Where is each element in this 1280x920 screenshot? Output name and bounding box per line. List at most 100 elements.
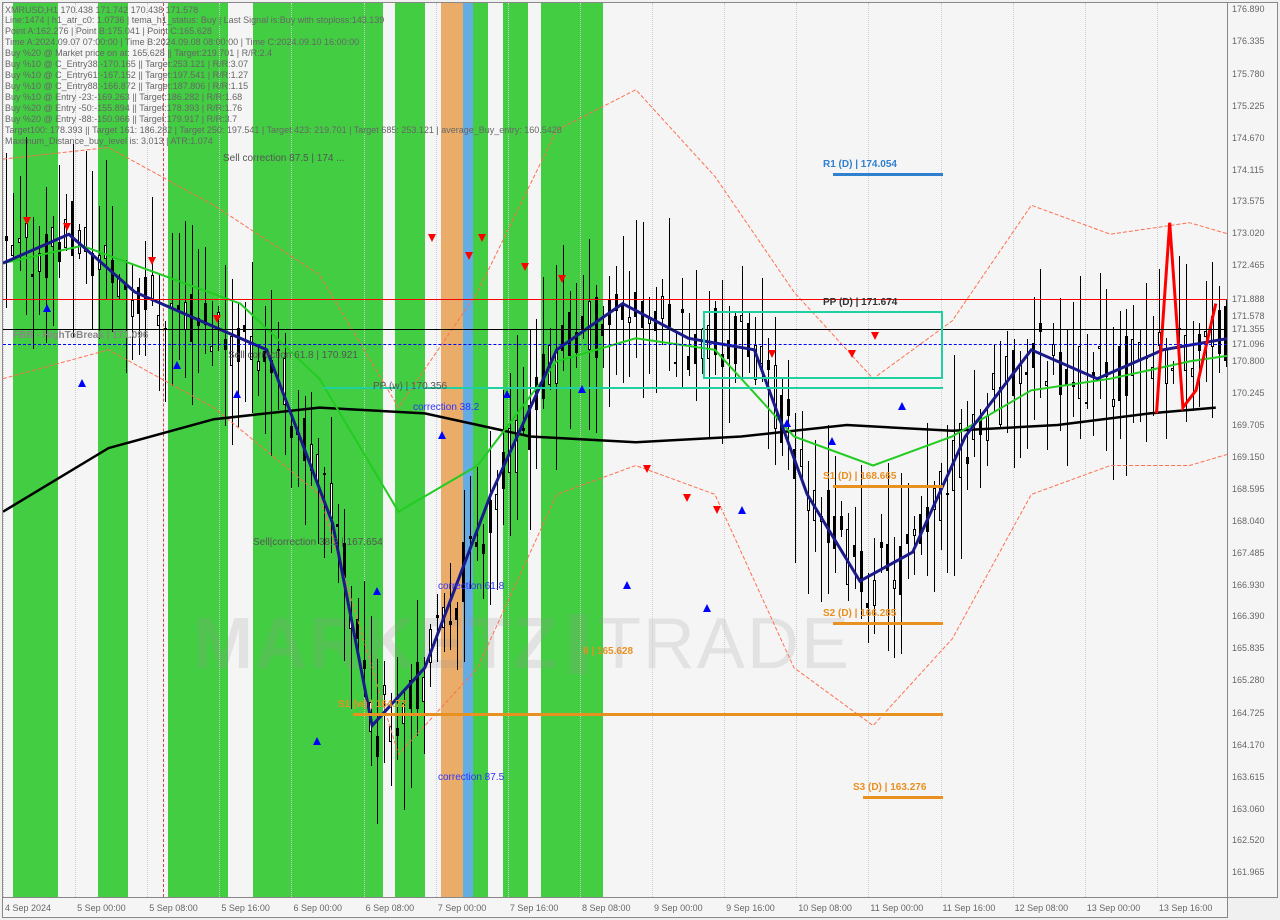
candle-body	[409, 680, 412, 709]
candle-body	[442, 607, 445, 628]
y-tick: 169.150	[1232, 452, 1265, 462]
candle-body	[575, 332, 578, 353]
green-band	[541, 3, 603, 897]
arrow-up-icon	[703, 604, 711, 612]
arrow-up-icon	[313, 737, 321, 745]
candle-wick	[1093, 352, 1094, 437]
gridline-v	[796, 3, 797, 897]
x-tick: 5 Sep 00:00	[77, 903, 126, 913]
x-tick: 6 Sep 00:00	[293, 903, 342, 913]
y-tick: 171.096	[1232, 339, 1265, 349]
candle-body	[621, 305, 624, 320]
annotation-text: correction 61.8	[438, 581, 504, 592]
candle-body	[489, 500, 492, 533]
candle-body	[939, 471, 942, 522]
candle-body	[18, 238, 21, 243]
candle-body	[25, 223, 28, 237]
candle-wick	[676, 331, 677, 377]
x-tick: 7 Sep 00:00	[438, 903, 487, 913]
candle-wick	[179, 233, 180, 360]
info-overlay-line: Time A:2024.09.07 07:00:00 | Time B:2024…	[5, 37, 359, 47]
candle-body	[330, 483, 333, 519]
arrow-down-icon	[848, 350, 856, 358]
candle-body	[840, 516, 843, 530]
candle-wick	[649, 297, 650, 374]
candle-wick	[861, 465, 862, 619]
candle-body	[1032, 343, 1035, 368]
candle-body	[681, 309, 684, 313]
watermark-left: MARKETZ	[193, 603, 559, 685]
candle-body	[648, 317, 651, 324]
gridline-v	[580, 3, 581, 897]
info-overlay-line: Target100: 178.393 || Target 161: 186.28…	[5, 125, 562, 135]
candle-wick	[656, 287, 657, 393]
candle-body	[1224, 306, 1227, 361]
candle-body	[1045, 381, 1048, 386]
arrow-up-icon	[623, 581, 631, 589]
chart-container: MARKETZ TRADE XMRUSD,H1 170.438 171.742 …	[0, 0, 1280, 920]
candle-body	[906, 534, 909, 544]
candle-body	[595, 297, 598, 358]
candle-wick	[450, 563, 451, 650]
sr-line	[833, 622, 943, 625]
candle-body	[588, 301, 591, 351]
candle-body	[992, 373, 995, 390]
candle-body	[1118, 346, 1121, 401]
candle-wick	[437, 594, 438, 663]
candle-body	[522, 428, 525, 431]
candle-wick	[159, 274, 160, 392]
x-tick: 6 Sep 08:00	[366, 903, 415, 913]
candle-body	[608, 299, 611, 325]
candle-body	[31, 274, 34, 277]
arrow-down-icon	[148, 257, 156, 265]
candle-body	[1184, 335, 1187, 371]
gridline-v	[941, 3, 942, 897]
candle-wick	[1047, 361, 1048, 449]
candle-body	[151, 275, 154, 301]
candle-body	[1145, 356, 1148, 359]
x-tick: 7 Sep 16:00	[510, 903, 559, 913]
sr-label: FBB - HighToBreak | 171.096	[13, 330, 148, 341]
plot-area[interactable]: MARKETZ TRADE XMRUSD,H1 170.438 171.742 …	[2, 2, 1228, 898]
y-tick: 163.060	[1232, 804, 1265, 814]
candle-body	[972, 414, 975, 440]
candle-body	[104, 245, 107, 258]
y-tick: 174.670	[1232, 133, 1265, 143]
candle-wick	[1040, 269, 1041, 398]
candle-body	[694, 334, 697, 364]
candle-wick	[470, 476, 471, 589]
arrow-up-icon	[173, 361, 181, 369]
candle-body	[422, 677, 425, 702]
x-tick: 8 Sep 08:00	[582, 903, 631, 913]
arrow-down-icon	[63, 223, 71, 231]
x-axis: 4 Sep 20245 Sep 00:005 Sep 08:005 Sep 16…	[2, 898, 1228, 918]
candle-body	[807, 496, 810, 511]
gridline-v	[1157, 3, 1158, 897]
candle-wick	[914, 516, 915, 575]
y-tick: 166.930	[1232, 580, 1265, 590]
gridline-v	[868, 3, 869, 897]
candle-wick	[576, 283, 577, 369]
arrow-down-icon	[558, 275, 566, 283]
orange-band	[441, 3, 463, 897]
candle-body	[51, 227, 54, 248]
candle-wick	[821, 497, 822, 601]
candle-body	[979, 416, 982, 435]
candle-body	[124, 284, 127, 290]
y-tick: 164.725	[1232, 708, 1265, 718]
candle-wick	[1193, 321, 1194, 411]
candle-wick	[795, 413, 796, 563]
candle-wick	[165, 321, 166, 402]
candle-body	[542, 354, 545, 399]
candle-body	[873, 580, 876, 606]
candle-body	[615, 294, 618, 310]
candle-wick	[636, 220, 637, 358]
candle-body	[886, 544, 889, 571]
candle-wick	[1100, 273, 1101, 399]
y-tick: 162.520	[1232, 835, 1265, 845]
sr-label: S2 (D) | 166.285	[823, 608, 896, 619]
candle-body	[1218, 310, 1221, 355]
candle-wick	[212, 301, 213, 367]
y-tick: 165.280	[1232, 675, 1265, 685]
candle-body	[813, 490, 816, 520]
